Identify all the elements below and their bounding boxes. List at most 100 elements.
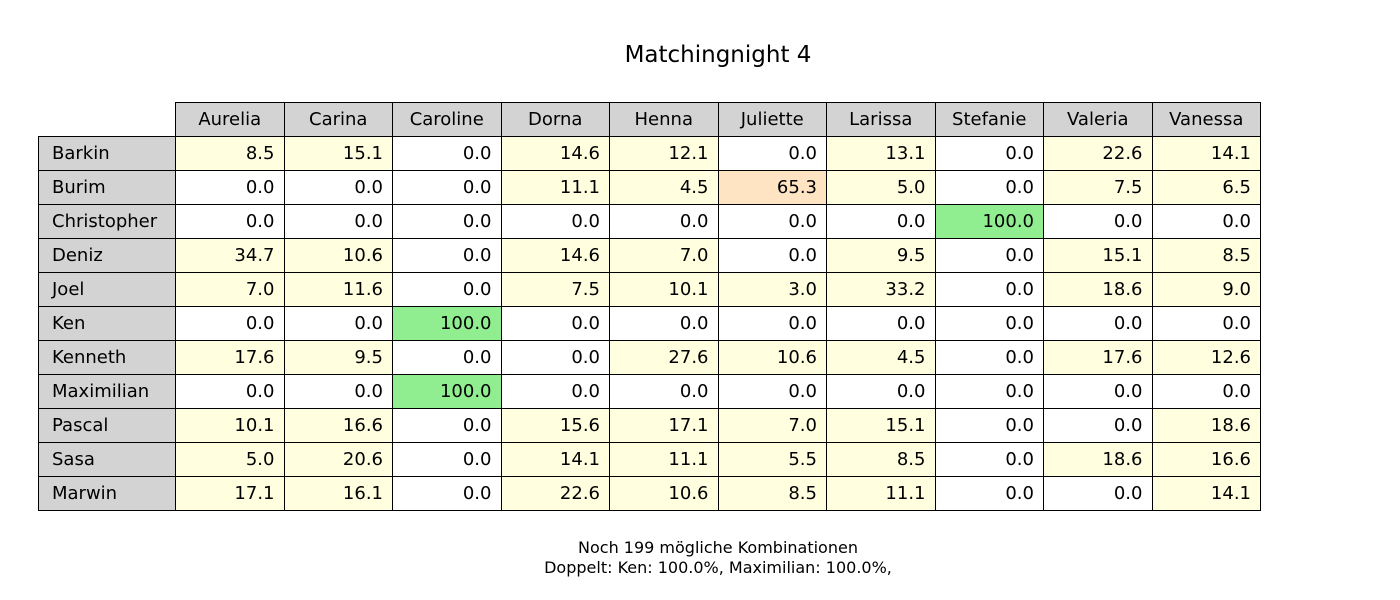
column-header: Dorna — [500, 102, 610, 137]
table-cell: 22.6 — [500, 476, 610, 511]
table-cell: 11.1 — [500, 170, 610, 205]
column-header: Caroline — [392, 102, 502, 137]
table-cell: 7.5 — [1043, 170, 1153, 205]
table-row: Joel 7.0 11.6 0.0 7.5 10.1 3.0 33.2 0.0 18.6 9.0 — [38, 272, 1261, 307]
table-cell: 10.6 — [283, 238, 393, 273]
footer-notes: Noch 199 mögliche Kombinationen Doppelt:… — [0, 538, 1400, 578]
table-cell: 0.0 — [717, 136, 827, 171]
table-cell: 8.5 — [826, 442, 936, 477]
table-cell: 14.1 — [1151, 136, 1261, 171]
table-cell: 3.0 — [717, 272, 827, 307]
table-cell: 0.0 — [283, 374, 393, 409]
table-cell: 0.0 — [175, 374, 285, 409]
table-cell: 11.1 — [826, 476, 936, 511]
table-cell: 0.0 — [283, 170, 393, 205]
column-header: Larissa — [826, 102, 936, 137]
table-cell: 0.0 — [934, 136, 1044, 171]
table-row: Barkin 8.5 15.1 0.0 14.6 12.1 0.0 13.1 0.0 22.6 14… — [38, 136, 1261, 171]
table-cell: 13.1 — [826, 136, 936, 171]
table-cell: 16.6 — [283, 408, 393, 443]
table-row: Sasa 5.0 20.6 0.0 14.1 11.1 5.5 8.5 0.0 18.6 16.6 — [38, 442, 1261, 477]
table-cell: 7.0 — [609, 238, 719, 273]
table-cell: 10.1 — [609, 272, 719, 307]
table-cell: 0.0 — [392, 408, 502, 443]
table-cell: 10.1 — [175, 408, 285, 443]
table-cell: 34.7 — [175, 238, 285, 273]
table-cell: 0.0 — [283, 204, 393, 239]
table-row: Deniz 34.7 10.6 0.0 14.6 7.0 0.0 9.5 0.0 15.1 8.5 — [38, 238, 1261, 273]
row-header: Christopher — [38, 204, 176, 239]
table-cell: 0.0 — [1043, 408, 1153, 443]
table-row: Christopher 0.0 0.0 0.0 0.0 0.0 0.0 0.0 100.0 0.0… — [38, 204, 1261, 239]
table-cell: 0.0 — [175, 170, 285, 205]
table-cell: 0.0 — [934, 306, 1044, 341]
table-cell: 7.5 — [500, 272, 610, 307]
column-header: Carina — [283, 102, 393, 137]
table-cell: 16.6 — [1151, 442, 1261, 477]
column-header: Vanessa — [1151, 102, 1261, 137]
table-cell: 65.3 — [717, 170, 827, 205]
row-header: Kenneth — [38, 340, 176, 375]
table-row: Pascal 10.1 16.6 0.0 15.6 17.1 7.0 15.1 0.0 0.0 18… — [38, 408, 1261, 443]
table-cell: 15.6 — [500, 408, 610, 443]
chart-title: Matchingnight 4 — [624, 42, 812, 68]
table-cell: 6.5 — [1151, 170, 1261, 205]
table-cell: 0.0 — [392, 170, 502, 205]
table-cell: 0.0 — [500, 204, 610, 239]
table-cell: 20.6 — [283, 442, 393, 477]
table-cell: 0.0 — [392, 272, 502, 307]
table-cell: 0.0 — [934, 442, 1044, 477]
row-header: Ken — [38, 306, 176, 341]
table-cell: 17.1 — [609, 408, 719, 443]
table-cell: 15.1 — [283, 136, 393, 171]
row-header: Maximilian — [38, 374, 176, 409]
column-header: Aurelia — [175, 102, 285, 137]
table-cell: 14.1 — [1151, 476, 1261, 511]
table-body: Barkin 8.5 15.1 0.0 14.6 12.1 0.0 13.1 0.0 22.6 14… — [38, 136, 1261, 511]
table-cell: 0.0 — [609, 374, 719, 409]
table-cell: 5.5 — [717, 442, 827, 477]
table-cell: 0.0 — [934, 476, 1044, 511]
row-header: Deniz — [38, 238, 176, 273]
table-cell: 0.0 — [717, 374, 827, 409]
table-cell: 0.0 — [1151, 204, 1261, 239]
row-header: Marwin — [38, 476, 176, 511]
table-cell: 14.1 — [500, 442, 610, 477]
table-cell: 0.0 — [1043, 204, 1153, 239]
table-cell: 0.0 — [1151, 374, 1261, 409]
table-cell: 0.0 — [392, 136, 502, 171]
table-cell: 0.0 — [500, 306, 610, 341]
column-header: Juliette — [717, 102, 827, 137]
table-cell: 0.0 — [934, 170, 1044, 205]
table-cell: 17.6 — [175, 340, 285, 375]
table-cell: 0.0 — [826, 306, 936, 341]
table-cell: 18.6 — [1151, 408, 1261, 443]
table-cell: 9.5 — [826, 238, 936, 273]
table-cell: 18.6 — [1043, 272, 1153, 307]
table-cell: 0.0 — [934, 374, 1044, 409]
table-cell: 11.1 — [609, 442, 719, 477]
table-cell: 0.0 — [826, 374, 936, 409]
table-cell: 0.0 — [500, 374, 610, 409]
table-cell: 0.0 — [934, 238, 1044, 273]
table-row: Ken 0.0 0.0 100.0 0.0 0.0 0.0 0.0 0.0 0.0 0.0 — [38, 306, 1261, 341]
probability-table: Aurelia Carina Caroline Dorna Henna Juli… — [38, 102, 1261, 511]
table-cell: 18.6 — [1043, 442, 1153, 477]
table-cell: 0.0 — [826, 204, 936, 239]
row-header: Burim — [38, 170, 176, 205]
table-cell: 100.0 — [392, 374, 502, 409]
row-header: Sasa — [38, 442, 176, 477]
table-cell: 15.1 — [826, 408, 936, 443]
table-cell: 0.0 — [392, 476, 502, 511]
table-cell: 5.0 — [175, 442, 285, 477]
table-cell: 12.6 — [1151, 340, 1261, 375]
table-cell: 0.0 — [1043, 374, 1153, 409]
table-cell: 4.5 — [609, 170, 719, 205]
table-cell: 0.0 — [1043, 306, 1153, 341]
column-header: Stefanie — [934, 102, 1044, 137]
table-cell: 0.0 — [175, 306, 285, 341]
table-cell: 0.0 — [717, 238, 827, 273]
table-row: Maximilian 0.0 0.0 100.0 0.0 0.0 0.0 0.0 0.0 0.0 0… — [38, 374, 1261, 409]
table-corner — [39, 103, 176, 137]
table-cell: 8.5 — [717, 476, 827, 511]
